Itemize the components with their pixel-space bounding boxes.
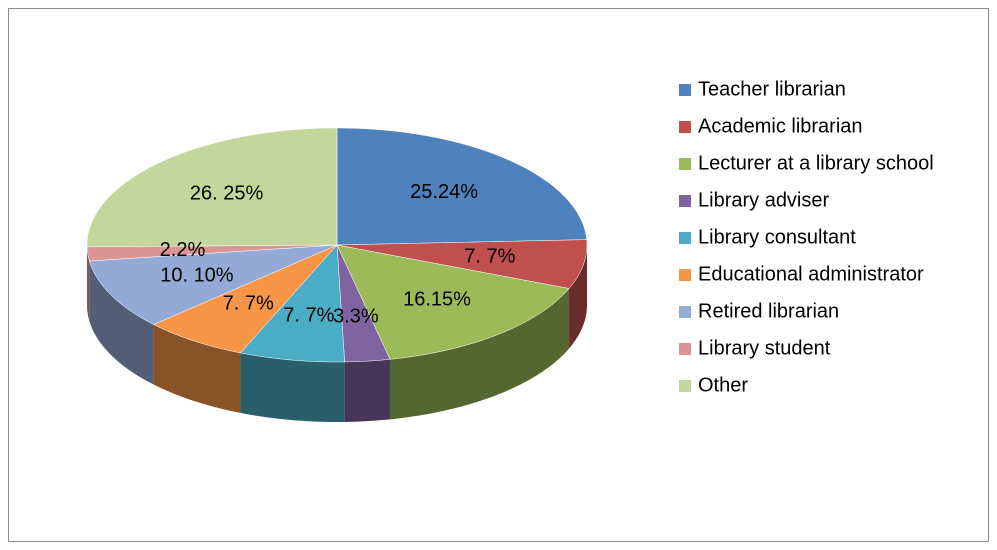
- slice-side: [153, 324, 241, 413]
- legend-label: Lecturer at a library school: [698, 152, 934, 174]
- data-label: 25.24%: [410, 181, 478, 203]
- legend-swatch: [679, 121, 691, 133]
- slice: [336, 127, 588, 246]
- slice: [153, 244, 338, 354]
- legend-swatch: [679, 343, 691, 355]
- data-label: 16.15%: [403, 289, 471, 311]
- slice: [89, 244, 338, 325]
- slice: [86, 127, 338, 248]
- legend-swatch: [679, 158, 691, 170]
- legend-swatch: [679, 380, 691, 392]
- legend-label: Other: [698, 374, 748, 396]
- legend-swatch: [679, 232, 691, 244]
- legend-label: Library consultant: [698, 226, 856, 248]
- legend-label: Educational administrator: [698, 263, 924, 285]
- slice-side: [89, 261, 154, 385]
- data-label: 7. 7%: [223, 293, 274, 315]
- legend-swatch: [679, 269, 691, 281]
- data-label: 10. 10%: [160, 264, 234, 286]
- data-label: 3.3%: [333, 305, 379, 327]
- slice-side: [344, 359, 390, 422]
- slice: [336, 244, 570, 360]
- slice-side: [240, 352, 345, 422]
- data-label: 7. 7%: [464, 245, 515, 267]
- legend-swatch: [679, 195, 691, 207]
- slice: [336, 244, 391, 363]
- slice: [336, 239, 588, 289]
- data-label: 2.2%: [160, 239, 206, 261]
- data-label: 26. 25%: [190, 182, 264, 204]
- legend-label: Library adviser: [698, 189, 830, 211]
- legend-label: Academic librarian: [698, 115, 863, 137]
- legend-label: Teacher librarian: [698, 78, 846, 100]
- slice: [239, 244, 345, 363]
- data-label: 7. 7%: [283, 305, 334, 327]
- legend-label: Retired librarian: [698, 300, 839, 322]
- slice-side: [569, 245, 587, 349]
- legend-label: Library student: [698, 337, 831, 359]
- slice-side: [389, 288, 570, 420]
- legend-swatch: [679, 84, 691, 96]
- slice-side: [87, 246, 90, 322]
- legend-swatch: [679, 306, 691, 318]
- slice: [86, 244, 338, 262]
